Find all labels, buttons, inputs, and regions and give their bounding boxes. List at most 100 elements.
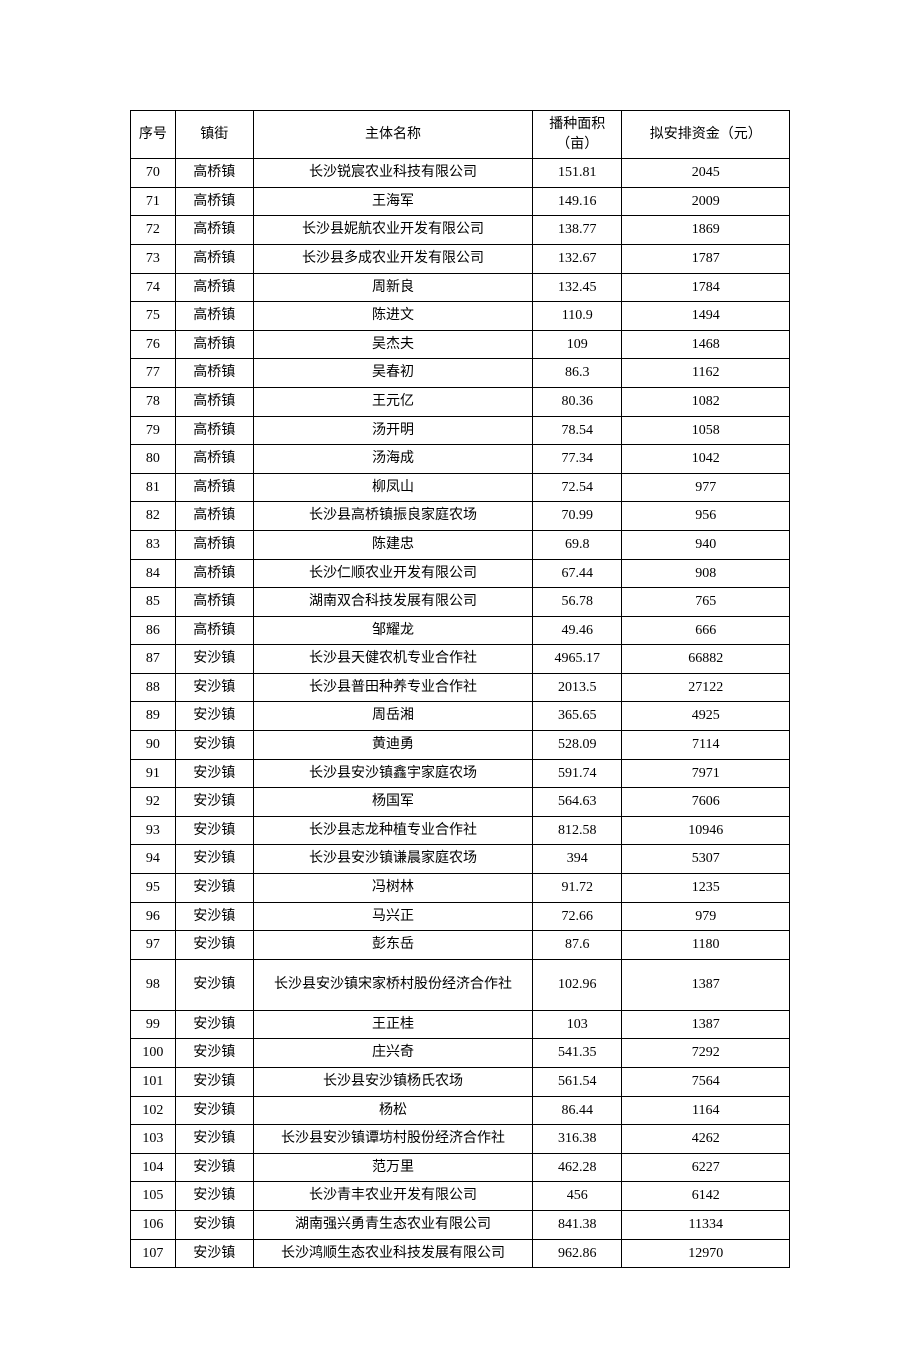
- table-row: 76高桥镇吴杰夫1091468: [131, 330, 790, 359]
- cell-name: 杨国军: [253, 788, 532, 817]
- cell-fund: 765: [622, 588, 790, 617]
- cell-seq: 94: [131, 845, 176, 874]
- cell-name: 马兴正: [253, 902, 532, 931]
- cell-area: 86.3: [533, 359, 622, 388]
- table-row: 70高桥镇长沙锐宸农业科技有限公司151.812045: [131, 159, 790, 188]
- table-row: 90安沙镇黄迪勇528.097114: [131, 731, 790, 760]
- cell-name: 长沙县安沙镇谭坊村股份经济合作社: [253, 1125, 532, 1154]
- cell-name: 长沙县天健农机专业合作社: [253, 645, 532, 674]
- cell-area: 962.86: [533, 1239, 622, 1268]
- table-row: 85高桥镇湖南双合科技发展有限公司56.78765: [131, 588, 790, 617]
- cell-area: 4965.17: [533, 645, 622, 674]
- cell-name: 冯树林: [253, 874, 532, 903]
- cell-seq: 74: [131, 273, 176, 302]
- cell-name: 湖南强兴勇青生态农业有限公司: [253, 1210, 532, 1239]
- cell-seq: 76: [131, 330, 176, 359]
- cell-fund: 7971: [622, 759, 790, 788]
- table-row: 99安沙镇王正桂1031387: [131, 1010, 790, 1039]
- cell-seq: 92: [131, 788, 176, 817]
- cell-town: 安沙镇: [175, 1239, 253, 1268]
- cell-name: 长沙县高桥镇振良家庭农场: [253, 502, 532, 531]
- table-row: 73高桥镇长沙县多成农业开发有限公司132.671787: [131, 244, 790, 273]
- cell-area: 365.65: [533, 702, 622, 731]
- cell-town: 高桥镇: [175, 159, 253, 188]
- cell-fund: 666: [622, 616, 790, 645]
- table-row: 98安沙镇长沙县安沙镇宋家桥村股份经济合作社102.961387: [131, 959, 790, 1010]
- cell-area: 561.54: [533, 1068, 622, 1097]
- cell-seq: 95: [131, 874, 176, 903]
- cell-town: 安沙镇: [175, 1039, 253, 1068]
- cell-seq: 72: [131, 216, 176, 245]
- cell-area: 110.9: [533, 302, 622, 331]
- cell-name: 陈进文: [253, 302, 532, 331]
- cell-town: 安沙镇: [175, 902, 253, 931]
- cell-name: 长沙青丰农业开发有限公司: [253, 1182, 532, 1211]
- cell-seq: 93: [131, 816, 176, 845]
- table-row: 95安沙镇冯树林91.721235: [131, 874, 790, 903]
- cell-seq: 73: [131, 244, 176, 273]
- cell-seq: 88: [131, 673, 176, 702]
- cell-name: 庄兴奇: [253, 1039, 532, 1068]
- table-row: 107安沙镇长沙鸿顺生态农业科技发展有限公司962.8612970: [131, 1239, 790, 1268]
- cell-area: 2013.5: [533, 673, 622, 702]
- cell-fund: 66882: [622, 645, 790, 674]
- table-row: 91安沙镇长沙县安沙镇鑫宇家庭农场591.747971: [131, 759, 790, 788]
- table-row: 84高桥镇长沙仁顺农业开发有限公司67.44908: [131, 559, 790, 588]
- cell-name: 长沙县妮航农业开发有限公司: [253, 216, 532, 245]
- cell-fund: 6142: [622, 1182, 790, 1211]
- cell-fund: 27122: [622, 673, 790, 702]
- cell-fund: 1468: [622, 330, 790, 359]
- cell-town: 高桥镇: [175, 387, 253, 416]
- cell-name: 陈建忠: [253, 530, 532, 559]
- cell-area: 462.28: [533, 1153, 622, 1182]
- cell-area: 564.63: [533, 788, 622, 817]
- cell-seq: 86: [131, 616, 176, 645]
- table-row: 87安沙镇长沙县天健农机专业合作社4965.1766882: [131, 645, 790, 674]
- table-row: 104安沙镇范万里462.286227: [131, 1153, 790, 1182]
- cell-area: 541.35: [533, 1039, 622, 1068]
- cell-seq: 83: [131, 530, 176, 559]
- table-row: 89安沙镇周岳湘365.654925: [131, 702, 790, 731]
- cell-town: 安沙镇: [175, 1096, 253, 1125]
- cell-area: 67.44: [533, 559, 622, 588]
- cell-fund: 1494: [622, 302, 790, 331]
- cell-area: 56.78: [533, 588, 622, 617]
- cell-town: 安沙镇: [175, 931, 253, 960]
- cell-seq: 100: [131, 1039, 176, 1068]
- cell-town: 安沙镇: [175, 788, 253, 817]
- cell-town: 高桥镇: [175, 616, 253, 645]
- table-header: 序号 镇街 主体名称 播种面积（亩） 拟安排资金（元）: [131, 111, 790, 159]
- cell-town: 安沙镇: [175, 816, 253, 845]
- cell-seq: 89: [131, 702, 176, 731]
- table-row: 100安沙镇庄兴奇541.357292: [131, 1039, 790, 1068]
- cell-town: 高桥镇: [175, 273, 253, 302]
- cell-town: 高桥镇: [175, 302, 253, 331]
- cell-name: 长沙鸿顺生态农业科技发展有限公司: [253, 1239, 532, 1268]
- cell-seq: 80: [131, 445, 176, 474]
- cell-name: 汤开明: [253, 416, 532, 445]
- cell-seq: 87: [131, 645, 176, 674]
- cell-area: 72.54: [533, 473, 622, 502]
- cell-town: 安沙镇: [175, 1210, 253, 1239]
- cell-town: 高桥镇: [175, 473, 253, 502]
- table-row: 79高桥镇汤开明78.541058: [131, 416, 790, 445]
- cell-seq: 78: [131, 387, 176, 416]
- cell-area: 528.09: [533, 731, 622, 760]
- table-row: 83高桥镇陈建忠69.8940: [131, 530, 790, 559]
- cell-town: 安沙镇: [175, 759, 253, 788]
- cell-town: 高桥镇: [175, 187, 253, 216]
- cell-area: 80.36: [533, 387, 622, 416]
- cell-area: 103: [533, 1010, 622, 1039]
- table-row: 105安沙镇长沙青丰农业开发有限公司4566142: [131, 1182, 790, 1211]
- table-row: 88安沙镇长沙县普田种养专业合作社2013.527122: [131, 673, 790, 702]
- cell-name: 范万里: [253, 1153, 532, 1182]
- cell-seq: 99: [131, 1010, 176, 1039]
- cell-area: 591.74: [533, 759, 622, 788]
- cell-seq: 103: [131, 1125, 176, 1154]
- cell-seq: 75: [131, 302, 176, 331]
- cell-town: 安沙镇: [175, 874, 253, 903]
- table-row: 94安沙镇长沙县安沙镇谦晨家庭农场3945307: [131, 845, 790, 874]
- cell-seq: 70: [131, 159, 176, 188]
- cell-area: 812.58: [533, 816, 622, 845]
- cell-name: 长沙县安沙镇鑫宇家庭农场: [253, 759, 532, 788]
